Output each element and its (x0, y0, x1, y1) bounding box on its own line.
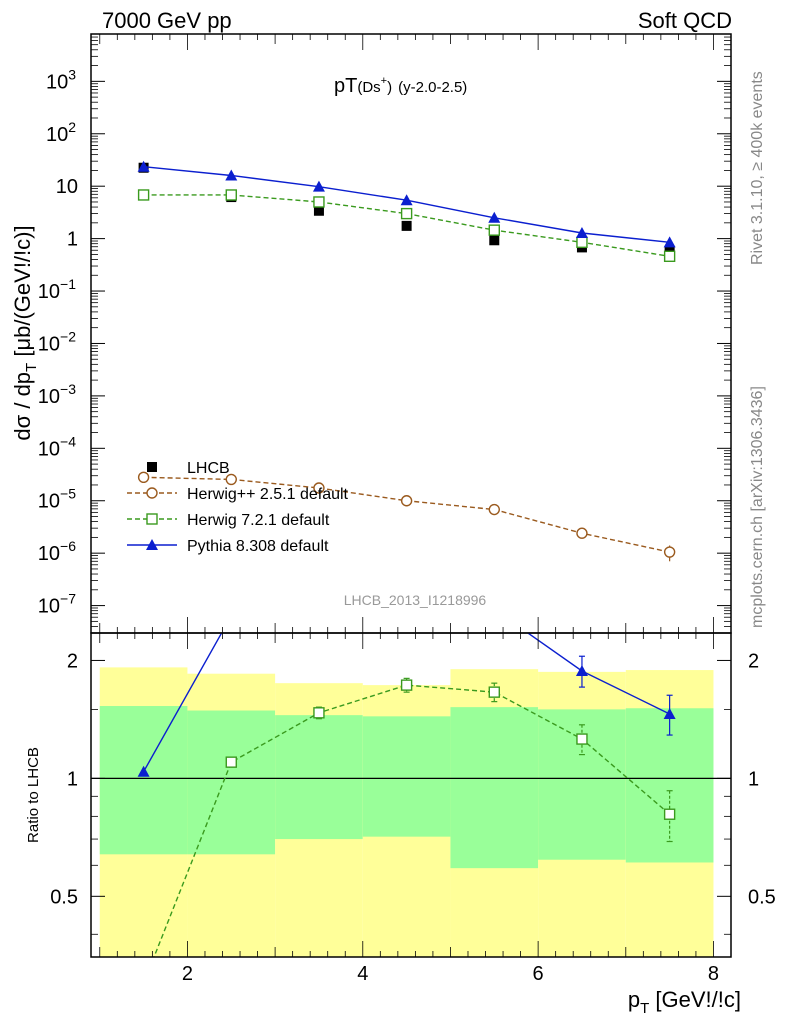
main-ytick-label-10: 103 (46, 66, 76, 93)
main-series-3 (137, 160, 676, 248)
ratio-y-ticks: 0.5 0.5 1 1 2 2 (50, 650, 776, 935)
main-ytick-label-1: 10−6 (38, 538, 76, 565)
main-ylabel: dσ / dpT [μb/(GeV!/!c)] (10, 225, 40, 440)
legend: LHCB Herwig++ 2.5.1 default Herwig 7.2.1 d… (127, 460, 349, 555)
main-point-1-6 (663, 546, 676, 558)
main-ytick-label-9: 102 (46, 119, 76, 146)
ratio-ytick-label-right-1: 1 (748, 768, 759, 790)
ratio-series-0 (153, 677, 676, 957)
ratio-point-1-0 (137, 765, 150, 777)
legend-label-3: Pythia 8.308 default (187, 538, 329, 555)
ratio-stat-band-1 (187, 710, 276, 855)
main-point-3-3 (400, 194, 413, 206)
title-tail: ) (387, 79, 392, 96)
ratio-ytick-label-right-2: 2 (748, 650, 759, 672)
title-range: (y-2.0-2.5) (398, 79, 467, 96)
main-point-1-3 (400, 495, 413, 507)
main-ytick-label-2: 10−5 (38, 486, 76, 513)
ratio-point-0-2 (313, 707, 325, 719)
header-left: 7000 GeV pp (102, 8, 232, 33)
ratio-point-0-1 (225, 756, 237, 768)
title-particle: (Ds (357, 79, 380, 96)
legend-label-1: Herwig++ 2.5.1 default (187, 486, 349, 503)
mcplots-label: mcplots.cern.ch [arXiv:1306.3436] (749, 386, 766, 628)
main-point-2-2 (313, 196, 325, 208)
x-axis-label: pT [GeV!/!c] (628, 987, 741, 1017)
main-point-2-4 (488, 224, 500, 236)
ratio-series (137, 633, 676, 957)
main-ytick-label-8: 10 (56, 176, 78, 198)
rivet-label: Rivet 3.1.10, ≥ 400k events (749, 71, 766, 265)
main-point-3-1 (225, 169, 238, 181)
legend-label-0: LHCB (187, 460, 230, 477)
main-point-2-1 (225, 189, 237, 201)
main-point-1-2 (313, 482, 325, 494)
main-point-3-6 (663, 236, 676, 248)
main-ytick-label-0: 10−7 (38, 591, 76, 618)
ratio-bands (99, 667, 714, 957)
main-point-3-2 (312, 180, 325, 192)
main-point-3-5 (575, 226, 588, 238)
x-tick-label-2: 6 (533, 963, 544, 985)
ratio-stat-band-0 (99, 706, 188, 855)
header-right: Soft QCD (638, 8, 732, 33)
main-point-1-0 (137, 471, 150, 483)
main-point-1-1 (225, 473, 237, 486)
x-axis-ticks: 2 4 6 8 (99, 34, 719, 985)
main-point-1-5 (576, 527, 588, 539)
ratio-series-1 (137, 633, 676, 777)
main-point-2-3 (400, 207, 413, 220)
main-point-2-0 (137, 189, 150, 201)
legend-label-2: Herwig 7.2.1 default (187, 512, 330, 529)
legend-marker-3 (146, 539, 158, 550)
main-ytick-label-6: 10−1 (38, 276, 76, 303)
main-series-2 (137, 189, 676, 262)
legend-marker-1 (146, 487, 158, 499)
main-ytick-label-5: 10−2 (38, 328, 76, 355)
main-ytick-label-7: 1 (67, 229, 78, 251)
ratio-stat-band-3 (362, 716, 451, 837)
main-title: pT(Ds+) (y-2.0-2.5) (334, 75, 467, 97)
ratio-ytick-label-left-1: 1 (67, 768, 78, 790)
ratio-stat-band-2 (275, 715, 363, 840)
main-ytick-label-4: 10−3 (38, 381, 76, 408)
main-point-0-2 (313, 205, 324, 216)
x-tick-label-0: 2 (182, 963, 193, 985)
ratio-ylabel: Ratio to LHCB (25, 747, 42, 843)
ratio-point-1-6 (663, 707, 676, 719)
main-point-2-6 (663, 250, 676, 262)
ratio-point-0-3 (400, 679, 413, 691)
watermark: LHCB_2013_I1218996 (344, 592, 487, 608)
legend-marker-2 (146, 513, 158, 525)
x-tick-label-1: 4 (357, 963, 368, 985)
ratio-panel: 0.5 0.5 1 1 2 2 Ratio to LHCB (25, 632, 776, 958)
main-point-3-0 (137, 160, 150, 172)
ratio-ytick-label-left-0: 0.5 (50, 886, 78, 908)
ratio-point-1-5 (575, 664, 588, 676)
ratio-ytick-label-right-0: 0.5 (748, 886, 776, 908)
ratio-ytick-label-left-2: 2 (67, 650, 78, 672)
title-superscript: + (381, 75, 387, 87)
ratio-frame (90, 632, 732, 958)
main-ytick-label-3: 10−4 (38, 433, 76, 460)
main-point-3-4 (488, 211, 501, 223)
main-panel: pT(Ds+) (y-2.0-2.5) LHCB_2013_I1218996 dσ… (10, 33, 732, 634)
main-y-ticks: 10−7 10−6 10−5 10−4 10−3 10−2 10−1 1 10 102 103 (38, 36, 731, 627)
main-point-0-3 (401, 220, 412, 231)
main-point-2-5 (576, 236, 588, 249)
main-point-0-4 (489, 235, 500, 246)
main-series (137, 160, 676, 562)
x-tick-label-3: 8 (708, 963, 719, 985)
ratio-stat-band-4 (450, 707, 539, 869)
legend-marker-0 (147, 462, 157, 472)
ratio-point-0-5 (576, 733, 588, 745)
title-main: pT (334, 75, 357, 97)
main-series-1 (137, 471, 676, 562)
main-point-1-4 (488, 503, 500, 516)
ratio-point-0-6 (663, 808, 676, 820)
ratio-point-0-4 (488, 686, 500, 698)
